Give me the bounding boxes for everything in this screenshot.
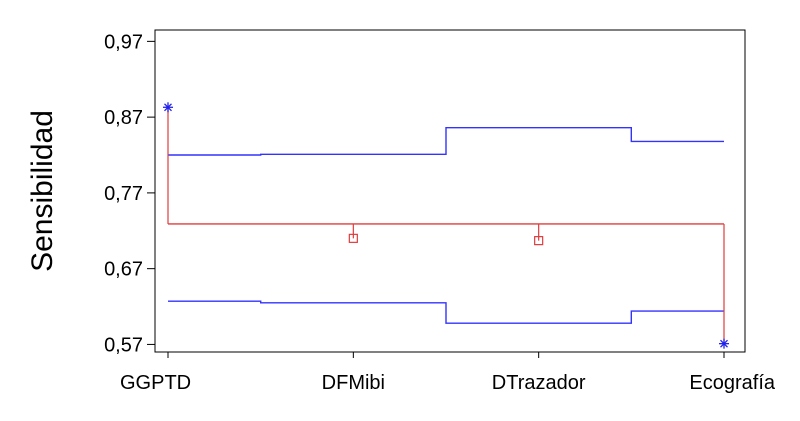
asterisk-stroke-3 xyxy=(164,103,172,112)
x-tick-label-0: GGPTD xyxy=(120,372,191,394)
data-point-0 xyxy=(163,102,173,113)
y-tick-label-1: 0,67 xyxy=(104,259,143,281)
asterisk-stroke-3 xyxy=(720,339,728,348)
lower-limit-line xyxy=(168,300,724,324)
plot-frame xyxy=(154,29,746,353)
x-tick-label-2: DTrazador xyxy=(492,372,586,394)
series-layer xyxy=(167,107,725,344)
x-tick-label-3: Ecografía xyxy=(689,372,775,394)
y-tick-label-3: 0,87 xyxy=(104,107,143,129)
y-axis: 0,57 0,67 0,77 0,87 0,97 xyxy=(104,31,155,356)
marker-layer xyxy=(163,102,729,349)
x-tick-label-1: DFMibi xyxy=(322,372,385,394)
data-point-1 xyxy=(348,233,358,243)
y-tick-label-4: 0,97 xyxy=(104,31,143,53)
upper-limit-line xyxy=(168,127,724,156)
y-tick-label-0: 0,57 xyxy=(104,334,143,356)
data-point-2 xyxy=(534,236,544,246)
y-tick-label-2: 0,77 xyxy=(104,183,143,205)
x-axis: GGPTD DFMibi DTrazador Ecografía xyxy=(120,352,776,394)
y-axis-label: Sensibilidad xyxy=(26,110,59,272)
data-point-3 xyxy=(719,338,729,349)
